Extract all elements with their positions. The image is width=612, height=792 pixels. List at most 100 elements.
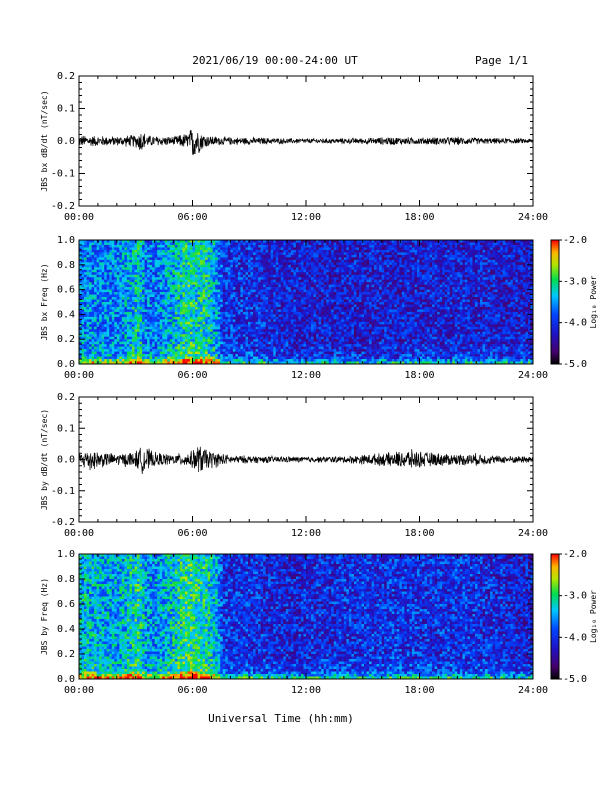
spectrogram-cell	[227, 346, 231, 350]
spectrogram-cell	[232, 289, 236, 293]
spectrogram-cell	[220, 249, 224, 253]
spectrogram-cell	[139, 309, 143, 313]
spectrogram-cell	[157, 264, 161, 268]
spectrogram-cell	[184, 249, 188, 253]
spectrogram-cell	[232, 329, 236, 333]
spectrogram-cell	[220, 282, 224, 285]
spectrogram-cell	[222, 262, 226, 266]
spectrogram-cell	[268, 289, 271, 293]
spectrogram-cell	[240, 334, 244, 338]
spectrogram-cell	[253, 267, 256, 271]
spectrogram-cell	[174, 279, 178, 283]
spectrogram-cell	[212, 289, 216, 293]
spectrogram-cell	[86, 257, 90, 261]
spectrogram-cell	[116, 356, 120, 360]
spectrogram-cell	[283, 254, 287, 258]
spectrogram-cell	[91, 321, 95, 325]
spectrogram-cell	[323, 309, 327, 313]
spectrogram-cell	[260, 319, 264, 323]
spectrogram-cell	[227, 277, 231, 280]
spectrogram-cell	[116, 279, 120, 283]
spectrogram-cell	[265, 249, 269, 253]
spectrogram-cell	[111, 299, 115, 303]
spectrogram-cell	[205, 344, 208, 347]
spectrogram-cell	[81, 242, 85, 246]
spectrogram-cell	[137, 306, 140, 310]
spectrogram-cell	[179, 356, 183, 360]
spectrogram-cell	[154, 341, 158, 345]
spectrogram-cell	[195, 334, 198, 338]
spectrogram-cell	[147, 244, 150, 248]
spectrogram-cell	[106, 311, 110, 315]
spectrogram-cell	[225, 304, 229, 308]
spectrogram-cell	[101, 329, 105, 333]
spectrogram-cell	[200, 277, 203, 280]
spectrogram-cell	[142, 341, 145, 345]
spectrogram-cell	[106, 299, 110, 303]
spectrogram-cell	[235, 311, 239, 315]
spectrogram-cell	[268, 354, 271, 357]
spectrogram-cell	[247, 349, 251, 352]
spectrogram-cell	[169, 361, 173, 365]
spectrogram-cell	[227, 257, 231, 261]
spectrogram-cell	[227, 339, 231, 342]
spectrogram-cell	[162, 287, 166, 290]
spectrogram-cell	[227, 311, 231, 315]
spectrogram-cell	[215, 314, 219, 318]
spectrogram-cell	[149, 247, 153, 251]
spectrogram-cell	[162, 274, 166, 278]
spectrogram-cell	[139, 240, 143, 243]
spectrogram-cell	[321, 297, 324, 300]
spectrogram-cell	[84, 282, 87, 285]
spectrogram-cell	[109, 306, 113, 310]
spectrogram-cell	[265, 274, 269, 278]
spectrogram-cell	[270, 311, 274, 315]
spectrogram-cell	[187, 344, 191, 347]
spectrogram-cell	[152, 329, 155, 333]
spectrogram-cell	[255, 269, 259, 273]
spectrogram-cell	[222, 361, 226, 365]
spectrogram-cell	[308, 356, 312, 360]
spectrogram-cell	[106, 306, 110, 310]
spectrogram-cell	[111, 242, 115, 246]
spectrogram-cell	[205, 269, 208, 273]
spectrogram-cell	[306, 299, 309, 303]
spectrogram-cell	[131, 361, 135, 365]
spectrogram-cell	[119, 252, 123, 256]
spectrogram-cell	[293, 294, 297, 298]
spectrogram-cell	[300, 259, 304, 263]
spectrogram-cell	[139, 272, 143, 276]
spectrogram-cell	[212, 329, 216, 333]
spectrogram-cell	[129, 259, 133, 263]
spectrogram-cell	[147, 336, 150, 340]
spectrogram-cell	[124, 336, 128, 340]
spectrogram-cell	[89, 264, 92, 268]
spectrogram-cell	[285, 349, 289, 352]
spectrogram-cell	[116, 269, 120, 273]
spectrogram-cell	[81, 254, 85, 258]
spectrogram-cell	[164, 240, 168, 243]
spectrogram-cell	[263, 349, 266, 352]
spectrogram-cell	[131, 341, 135, 345]
spectrogram-cell	[316, 269, 319, 273]
spectrogram-cell	[303, 277, 307, 280]
spectrogram-cell	[131, 302, 135, 305]
spectrogram-cell	[283, 329, 287, 333]
spectrogram-cell	[240, 306, 244, 310]
spectrogram-cell	[253, 240, 256, 243]
spectrogram-cell	[230, 326, 234, 330]
spectrogram-cell	[295, 319, 299, 323]
spectrogram-cell	[126, 292, 130, 295]
spectrogram-cell	[270, 354, 274, 357]
spectrogram-cell	[205, 359, 208, 362]
spectrogram-cell	[306, 321, 309, 325]
spectrogram-cell	[215, 304, 219, 308]
spectrogram-cell	[86, 287, 90, 290]
spectrogram-cell	[263, 297, 266, 300]
spectrogram-cell	[313, 311, 317, 315]
spectrogram-cell	[86, 329, 90, 333]
spectrogram-cell	[308, 309, 312, 313]
spectrogram-cell	[308, 294, 312, 298]
spectrogram-cell	[225, 259, 229, 263]
spectrogram-cell	[225, 351, 229, 355]
